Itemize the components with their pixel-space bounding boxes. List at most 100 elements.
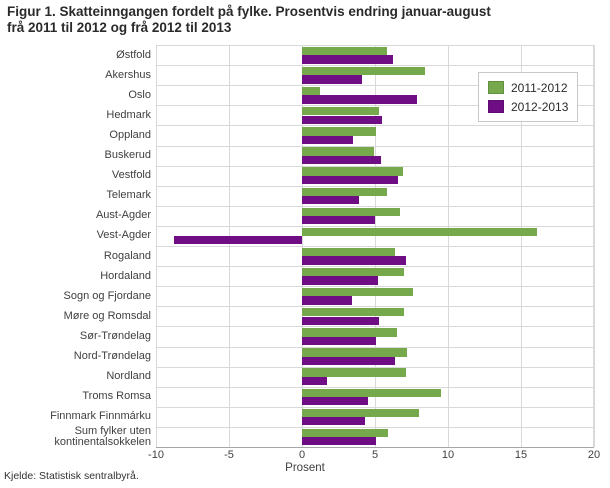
- category-label: Akershus: [105, 68, 151, 81]
- legend-label-2011-2012: 2011-2012: [511, 80, 568, 95]
- legend-swatch-green-icon: [488, 81, 504, 94]
- category-label: Hedmark: [106, 108, 151, 121]
- horizontal-gridline: [156, 65, 594, 67]
- horizontal-gridline: [156, 386, 594, 388]
- bar-2012-2013-Hedmark: [302, 115, 383, 124]
- bar-2011-2012-Nord-Trøndelag: [302, 348, 408, 357]
- horizontal-gridline: [156, 145, 594, 147]
- category-label: Nord-Trøndelag: [73, 350, 151, 363]
- legend-swatch-purple-icon: [488, 100, 504, 113]
- bar-2012-2013-Troms Romsa: [302, 396, 368, 406]
- vertical-gridline: [594, 45, 595, 447]
- x-tick-label: -5: [224, 449, 234, 461]
- horizontal-gridline: [156, 205, 594, 207]
- horizontal-gridline: [156, 165, 594, 167]
- category-label: Finnmark Finnmárku: [50, 410, 151, 423]
- bar-2011-2012-Oslo: [302, 87, 320, 96]
- horizontal-gridline: [156, 426, 594, 428]
- bar-2012-2013-Sogn og Fjordane: [302, 296, 352, 305]
- x-axis-line: [156, 447, 594, 448]
- bar-2012-2013-Oslo: [302, 95, 418, 104]
- bar-2011-2012-Møre og Romsdal: [302, 308, 405, 317]
- category-label: Aust-Agder: [95, 209, 151, 222]
- figure-title-line-1: Figur 1. Skatteinngangen fordelt på fylk…: [7, 4, 491, 19]
- bar-2012-2013-Telemark: [302, 195, 359, 205]
- horizontal-gridline: [156, 406, 594, 408]
- legend-label-2012-2013: 2012-2013: [511, 99, 569, 114]
- bar-2011-2012-Rogaland: [302, 247, 396, 257]
- figure-title: Figur 1. Skatteinngangen fordelt på fylk…: [7, 4, 605, 36]
- category-label: Sogn og Fjordane: [63, 289, 151, 302]
- bar-2012-2013-Aust-Agder: [302, 216, 375, 225]
- horizontal-gridline: [156, 45, 594, 46]
- x-tick-label: 15: [514, 449, 528, 461]
- bar-2011-2012-Akershus: [302, 66, 425, 76]
- bar-2012-2013-Nord-Trøndelag: [302, 356, 396, 366]
- category-label: Nordland: [106, 370, 151, 383]
- category-label: Rogaland: [103, 249, 151, 262]
- bar-2011-2012-Hedmark: [302, 107, 380, 116]
- bar-2012-2013-Vestfold: [302, 175, 399, 185]
- bar-2012-2013-Sum fylker uten kontinentalsokkelen: [302, 437, 377, 446]
- x-tick-label: 5: [371, 449, 379, 461]
- category-label: Møre og Romsdal: [63, 309, 151, 322]
- horizontal-gridline: [156, 326, 594, 328]
- bar-2012-2013-Møre og Romsdal: [302, 316, 380, 325]
- bar-2012-2013-Rogaland: [302, 256, 406, 265]
- category-label: Troms Romsa: [82, 390, 151, 403]
- horizontal-gridline: [156, 346, 594, 348]
- bar-2012-2013-Vest-Agder: [173, 236, 302, 245]
- bar-2011-2012-Nordland: [302, 368, 406, 377]
- x-tick-label: -10: [148, 449, 164, 461]
- category-label: Buskerud: [104, 149, 151, 162]
- bar-2012-2013-Oppland: [302, 135, 354, 144]
- x-tick-label: 0: [298, 449, 306, 461]
- horizontal-gridline: [156, 85, 594, 87]
- bar-2011-2012-Oppland: [302, 127, 377, 136]
- horizontal-gridline: [156, 105, 594, 107]
- bar-2012-2013-Akershus: [302, 75, 362, 84]
- bar-2011-2012-Sum fylker uten kontinentalsokkelen: [302, 428, 389, 438]
- category-label: Oppland: [109, 128, 151, 141]
- x-tick-label: 10: [441, 449, 455, 461]
- horizontal-gridline: [156, 366, 594, 368]
- bar-2012-2013-Sør-Trøndelag: [302, 336, 377, 345]
- category-label: Oslo: [128, 88, 151, 101]
- category-label: Vestfold: [111, 169, 151, 182]
- horizontal-gridline: [156, 286, 594, 288]
- category-label: Vest-Agder: [96, 229, 151, 242]
- bar-2011-2012-Sør-Trøndelag: [302, 328, 397, 337]
- bar-2011-2012-Aust-Agder: [302, 207, 400, 216]
- bar-2011-2012-Finnmark Finnmárku: [302, 408, 419, 417]
- category-label: Sør-Trøndelag: [79, 329, 151, 342]
- horizontal-gridline: [156, 185, 594, 187]
- bar-2011-2012-Hordaland: [302, 267, 405, 277]
- category-axis-labels: Østfold Akershus Oslo Hedmark Oppland Buskeru…: [0, 45, 151, 447]
- category-label: Telemark: [106, 189, 151, 202]
- bar-2012-2013-Østfold: [302, 55, 393, 64]
- bar-2012-2013-Finnmark Finnmárku: [302, 417, 365, 426]
- x-axis-title: Prosent: [285, 462, 325, 474]
- horizontal-gridline: [156, 225, 594, 227]
- category-label: Sum fylker uten kontinentalsokkelen: [54, 424, 151, 448]
- bar-2011-2012-Sogn og Fjordane: [302, 288, 413, 297]
- figure-title-line-2: frå 2011 til 2012 og frå 2012 til 2013: [7, 20, 232, 35]
- source-note: Kjelde: Statistisk sentralbyrå.: [4, 470, 139, 482]
- horizontal-gridline: [156, 246, 594, 247]
- legend: 2011-2012 2012-2013: [478, 72, 579, 122]
- bar-2011-2012-Telemark: [302, 187, 387, 196]
- horizontal-gridline: [156, 125, 594, 127]
- category-label: Hordaland: [100, 269, 151, 282]
- legend-item-2012-2013: 2012-2013: [488, 97, 568, 116]
- bar-2011-2012-Østfold: [302, 46, 387, 56]
- x-tick-label: 20: [587, 449, 601, 461]
- category-label: Østfold: [116, 48, 151, 61]
- bar-2011-2012-Vestfold: [302, 167, 403, 176]
- bar-2011-2012-Troms Romsa: [302, 388, 441, 397]
- bar-2012-2013-Nordland: [302, 376, 327, 386]
- horizontal-gridline: [156, 306, 594, 308]
- horizontal-gridline: [156, 266, 594, 268]
- bar-2012-2013-Buskerud: [302, 155, 381, 165]
- bar-2011-2012-Buskerud: [302, 147, 374, 156]
